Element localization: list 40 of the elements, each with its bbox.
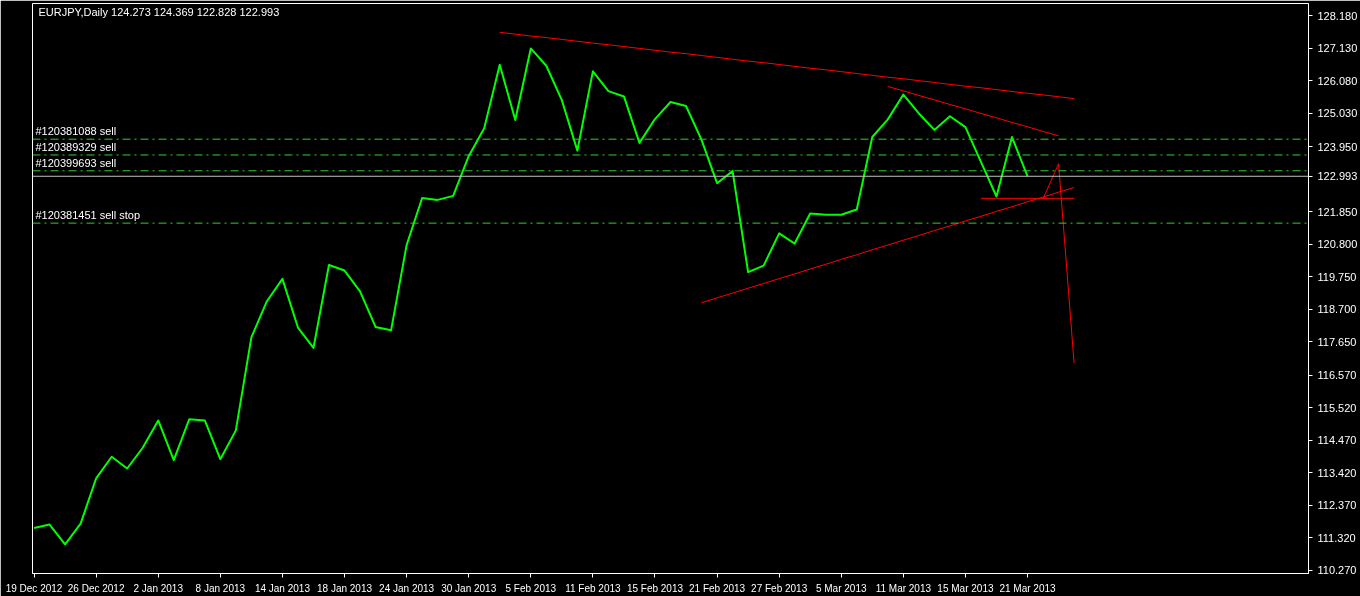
chart-title: EURJPY,Daily 124.273 124.369 122.828 122.993 — [38, 5, 280, 18]
y-tick-label: 115.520 — [1317, 401, 1357, 414]
x-tick-label: 15 Feb 2013 — [626, 582, 684, 594]
x-tick-label: 11 Feb 2013 — [565, 582, 622, 594]
y-tick-label: 117.650 — [1317, 335, 1357, 348]
x-tick-label: 14 Jan 2013 — [254, 582, 311, 594]
y-tick-label: 121.850 — [1317, 205, 1358, 218]
y-tick-label: 123.950 — [1317, 140, 1358, 153]
y-tick-label: 111.320 — [1317, 531, 1356, 544]
y-tick-label: 119.750 — [1317, 270, 1357, 283]
x-tick-label: 5 Feb 2013 — [505, 582, 557, 594]
x-tick-label: 27 Feb 2013 — [751, 582, 808, 594]
y-tick-label: 125.030 — [1317, 107, 1358, 120]
x-tick-label: 21 Mar 2013 — [999, 582, 1057, 594]
y-tick-label: 114.470 — [1317, 434, 1357, 447]
y-tick-label: 118.700 — [1317, 303, 1357, 316]
y-tick-label: 126.080 — [1317, 74, 1358, 87]
y-tick-label: 122.993 — [1317, 170, 1358, 183]
x-tick-label: 24 Jan 2013 — [379, 582, 435, 594]
x-tick-label: 21 Feb 2013 — [688, 582, 746, 594]
ref-line-label: #120399693 sell — [35, 156, 117, 169]
x-tick-label: 30 Jan 2013 — [441, 582, 497, 594]
ref-line-label: #120389329 sell — [35, 140, 117, 153]
y-tick-label: 113.420 — [1317, 466, 1357, 479]
x-tick-label: 8 Jan 2013 — [195, 582, 246, 594]
y-tick-label: 128.180 — [1317, 9, 1358, 22]
x-tick-label: 19 Dec 2012 — [5, 582, 63, 594]
y-tick-label: 116.570 — [1317, 369, 1357, 382]
y-tick-label: 110.270 — [1317, 564, 1357, 577]
x-tick-label: 15 Mar 2013 — [937, 582, 994, 594]
x-tick-label: 5 Mar 2013 — [815, 582, 867, 594]
ref-line-label: #120381088 sell — [35, 125, 117, 138]
y-tick-label: 120.800 — [1317, 238, 1358, 251]
y-tick-label: 112.370 — [1317, 499, 1357, 512]
x-tick-label: 2 Jan 2013 — [133, 582, 184, 594]
x-tick-label: 11 Mar 2013 — [875, 582, 932, 594]
x-tick-label: 26 Dec 2012 — [67, 582, 125, 594]
x-tick-label: 18 Jan 2013 — [316, 582, 373, 594]
y-tick-label: 127.130 — [1317, 42, 1358, 55]
ref-line-label: #120381451 sell stop — [35, 209, 141, 222]
